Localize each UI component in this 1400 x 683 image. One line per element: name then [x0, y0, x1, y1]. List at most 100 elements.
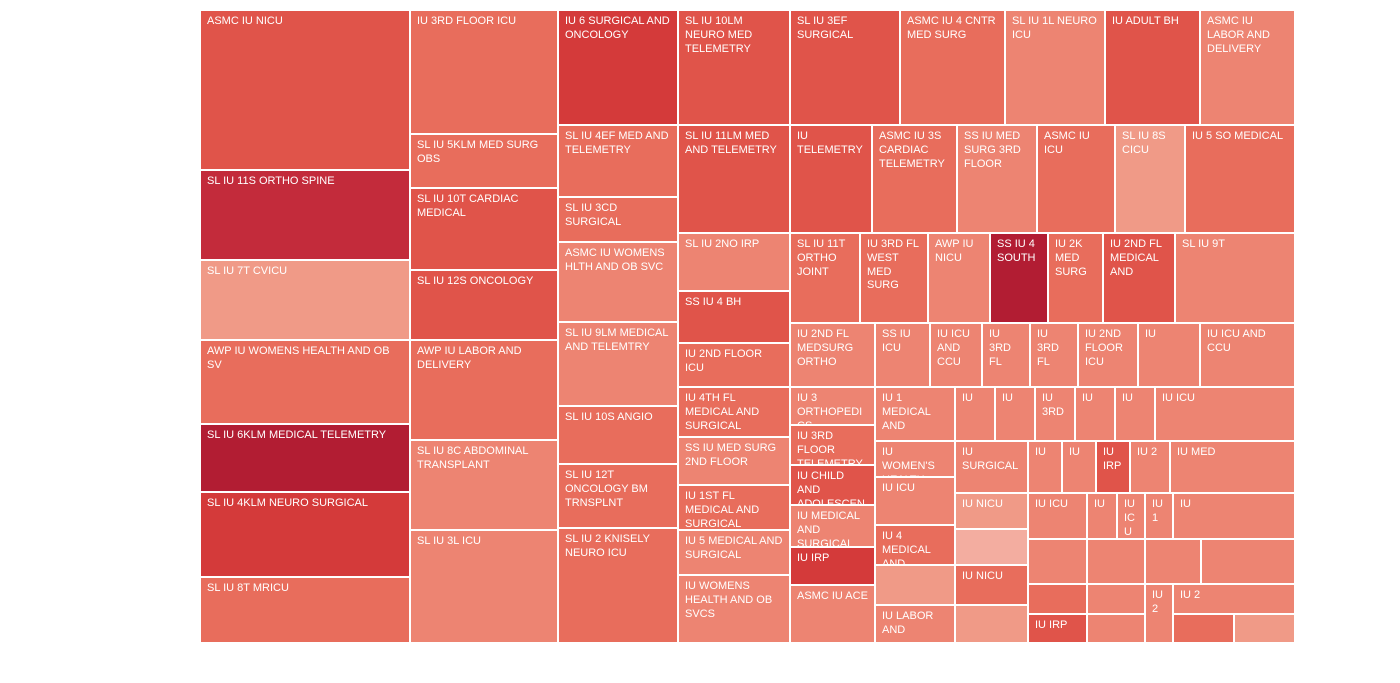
- treemap-cell[interactable]: SL IU 8C ABDOMINAL TRANSPLANT: [410, 440, 558, 530]
- treemap-cell[interactable]: SS IU MED SURG 2ND FLOOR: [678, 437, 790, 485]
- treemap-cell[interactable]: SL IU 8S CICU: [1115, 125, 1185, 233]
- treemap-cell[interactable]: SL IU 1L NEURO ICU: [1005, 10, 1105, 125]
- treemap-cell[interactable]: IU 6 SURGICAL AND ONCOLOGY: [558, 10, 678, 125]
- treemap-cell[interactable]: SL IU 11T ORTHO JOINT: [790, 233, 860, 323]
- treemap-cell[interactable]: IU CHILD AND ADOLESCENT: [790, 465, 875, 505]
- treemap-cell[interactable]: ASMC IU ICU: [1037, 125, 1115, 233]
- treemap-cell[interactable]: IU: [1115, 387, 1155, 441]
- treemap-cell[interactable]: ASMC IU 4 CNTR MED SURG: [900, 10, 1005, 125]
- treemap-cell[interactable]: [1201, 539, 1295, 584]
- treemap-cell[interactable]: IU LABOR AND: [875, 605, 955, 643]
- treemap-cell[interactable]: IU 2ND FLOOR ICU: [678, 343, 790, 387]
- treemap-cell[interactable]: SL IU 10LM NEURO MED TELEMETRY: [678, 10, 790, 125]
- treemap-cell[interactable]: [1028, 539, 1087, 584]
- treemap-cell[interactable]: [1087, 584, 1145, 614]
- treemap-cell[interactable]: SL IU 6KLM MEDICAL TELEMETRY: [200, 424, 410, 492]
- treemap-cell[interactable]: IU 3RD: [1035, 387, 1075, 441]
- treemap-cell[interactable]: [1028, 584, 1087, 614]
- treemap-cell[interactable]: IU: [1075, 387, 1115, 441]
- treemap-cell[interactable]: SL IU 12T ONCOLOGY BM TRNSPLNT: [558, 464, 678, 528]
- treemap-cell[interactable]: [875, 565, 955, 605]
- treemap-cell[interactable]: IU 2: [1173, 584, 1295, 614]
- treemap-cell[interactable]: IU 3RD FLOOR ICU: [410, 10, 558, 134]
- treemap-cell[interactable]: SL IU 3L ICU: [410, 530, 558, 643]
- treemap-cell[interactable]: [1087, 539, 1145, 584]
- treemap-cell[interactable]: IU ICU: [875, 477, 955, 525]
- treemap-cell[interactable]: IU IRP: [790, 547, 875, 585]
- treemap-cell[interactable]: ASMC IU LABOR AND DELIVERY: [1200, 10, 1295, 125]
- treemap-cell[interactable]: IU ICU: [1117, 493, 1145, 539]
- treemap-cell[interactable]: IU: [1062, 441, 1096, 493]
- treemap-cell[interactable]: SL IU 11LM MED AND TELEMETRY: [678, 125, 790, 233]
- treemap-cell[interactable]: IU WOMEN'S HEALTH AND: [875, 441, 955, 477]
- treemap-cell[interactable]: IU: [1028, 441, 1062, 493]
- treemap-cell[interactable]: ASMC IU 3S CARDIAC TELEMETRY: [872, 125, 957, 233]
- treemap-cell[interactable]: IU 3RD FL: [982, 323, 1030, 387]
- treemap-cell[interactable]: IU SURGICAL: [955, 441, 1028, 493]
- treemap-cell[interactable]: IU 3RD FL: [1030, 323, 1078, 387]
- treemap-cell[interactable]: IU 3RD FLOOR TELEMETRY: [790, 425, 875, 465]
- treemap-cell[interactable]: IU 2ND FLOOR ICU: [1078, 323, 1138, 387]
- treemap-cell[interactable]: ASMC IU ACE: [790, 585, 875, 643]
- treemap-cell[interactable]: IU: [1138, 323, 1200, 387]
- treemap-cell[interactable]: IU 2: [1145, 584, 1173, 643]
- treemap-cell[interactable]: AWP IU LABOR AND DELIVERY: [410, 340, 558, 440]
- treemap-cell[interactable]: SL IU 3EF SURGICAL: [790, 10, 900, 125]
- treemap-cell[interactable]: IU: [1173, 493, 1295, 539]
- treemap-cell[interactable]: IU WOMENS HEALTH AND OB SVCS: [678, 575, 790, 643]
- treemap-cell[interactable]: IU NICU: [955, 493, 1028, 529]
- treemap-cell[interactable]: IU 5 MEDICAL AND SURGICAL: [678, 530, 790, 575]
- treemap-cell[interactable]: IU ADULT BH: [1105, 10, 1200, 125]
- treemap-cell[interactable]: SL IU 4EF MED AND TELEMETRY: [558, 125, 678, 197]
- treemap-cell[interactable]: IU 5 SO MEDICAL: [1185, 125, 1295, 233]
- treemap-cell[interactable]: SS IU 4 SOUTH: [990, 233, 1048, 323]
- treemap-cell[interactable]: [955, 529, 1028, 565]
- treemap-cell[interactable]: IU 2ND FL MEDSURG ORTHO: [790, 323, 875, 387]
- treemap-cell[interactable]: SL IU 11S ORTHO SPINE: [200, 170, 410, 260]
- treemap-cell[interactable]: [1087, 614, 1145, 643]
- treemap-cell[interactable]: [1173, 614, 1234, 643]
- treemap-cell[interactable]: SL IU 9LM MEDICAL AND TELEMTRY: [558, 322, 678, 406]
- treemap-cell[interactable]: IU 1 MEDICAL AND: [875, 387, 955, 441]
- treemap-cell[interactable]: IU 3 ORTHOPEDICS: [790, 387, 875, 425]
- treemap-cell[interactable]: IU 4 MEDICAL AND: [875, 525, 955, 565]
- treemap-cell[interactable]: SS IU MED SURG 3RD FLOOR: [957, 125, 1037, 233]
- treemap-cell[interactable]: SL IU 5KLM MED SURG OBS: [410, 134, 558, 188]
- treemap-cell[interactable]: SL IU 10T CARDIAC MEDICAL: [410, 188, 558, 270]
- treemap-cell[interactable]: IU 2: [1130, 441, 1170, 493]
- treemap-cell[interactable]: IU IRP: [1028, 614, 1087, 643]
- treemap-cell[interactable]: IU ICU AND CCU: [930, 323, 982, 387]
- treemap-cell[interactable]: SS IU ICU: [875, 323, 930, 387]
- treemap-cell[interactable]: IU MEDICAL AND SURGICAL: [790, 505, 875, 547]
- treemap-cell[interactable]: SL IU 12S ONCOLOGY: [410, 270, 558, 340]
- treemap-cell[interactable]: SL IU 8T MRICU: [200, 577, 410, 643]
- treemap-cell[interactable]: IU 2K MED SURG: [1048, 233, 1103, 323]
- treemap-cell[interactable]: SL IU 4KLM NEURO SURGICAL: [200, 492, 410, 577]
- treemap-cell[interactable]: IU 4TH FL MEDICAL AND SURGICAL: [678, 387, 790, 437]
- treemap-cell[interactable]: [955, 605, 1028, 643]
- treemap-cell[interactable]: IU 1ST FL MEDICAL AND SURGICAL: [678, 485, 790, 530]
- treemap-cell[interactable]: IU 2ND FL MEDICAL AND: [1103, 233, 1175, 323]
- treemap-cell[interactable]: SL IU 9T: [1175, 233, 1295, 323]
- treemap-cell[interactable]: SL IU 2 KNISELY NEURO ICU: [558, 528, 678, 643]
- treemap-cell[interactable]: [1234, 614, 1295, 643]
- treemap-cell[interactable]: AWP IU WOMENS HEALTH AND OB SV: [200, 340, 410, 424]
- treemap-cell[interactable]: SS IU 4 BH: [678, 291, 790, 343]
- treemap-cell[interactable]: SL IU 2NO IRP: [678, 233, 790, 291]
- treemap-cell[interactable]: IU ICU: [1028, 493, 1087, 539]
- treemap-cell[interactable]: IU NICU: [955, 565, 1028, 605]
- treemap-cell[interactable]: [1145, 539, 1201, 584]
- treemap-cell[interactable]: SL IU 3CD SURGICAL: [558, 197, 678, 242]
- treemap-cell[interactable]: SL IU 10S ANGIO: [558, 406, 678, 464]
- treemap-cell[interactable]: IU ICU AND CCU: [1200, 323, 1295, 387]
- treemap-cell[interactable]: IU 1: [1145, 493, 1173, 539]
- treemap-cell[interactable]: IU ICU: [1155, 387, 1295, 441]
- treemap-cell[interactable]: IU 3RD FL WEST MED SURG: [860, 233, 928, 323]
- treemap-cell[interactable]: IU MED: [1170, 441, 1295, 493]
- treemap-cell[interactable]: ASMC IU WOMENS HLTH AND OB SVC: [558, 242, 678, 322]
- treemap-cell[interactable]: IU: [1087, 493, 1117, 539]
- treemap-cell[interactable]: ASMC IU NICU: [200, 10, 410, 170]
- treemap-cell[interactable]: IU IRP: [1096, 441, 1130, 493]
- treemap-cell[interactable]: IU TELEMETRY: [790, 125, 872, 233]
- treemap-cell[interactable]: IU: [955, 387, 995, 441]
